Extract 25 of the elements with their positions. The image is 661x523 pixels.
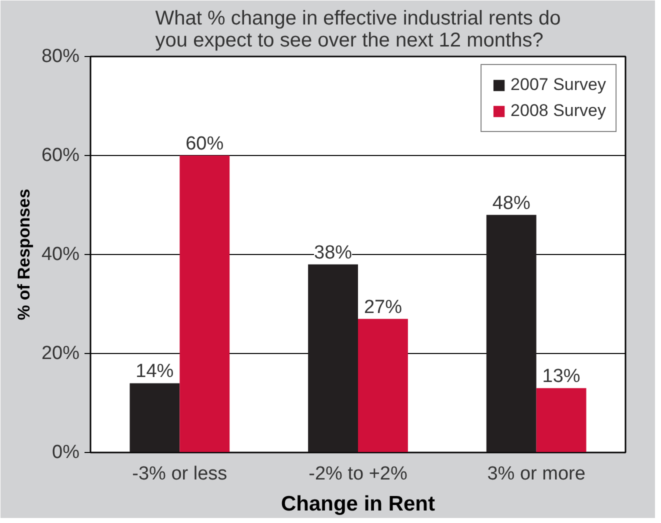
bar <box>308 264 358 452</box>
x-tick-label: -2% to +2% <box>308 464 408 484</box>
y-tick-label: 80% <box>41 46 80 67</box>
bar <box>486 214 536 452</box>
data-label: 14% <box>136 361 174 382</box>
bar <box>180 156 230 452</box>
y-tick-label: 40% <box>41 244 80 265</box>
x-axis-title: Change in Rent <box>281 492 436 516</box>
bar <box>130 383 180 452</box>
bar <box>536 388 586 452</box>
data-label: 27% <box>364 296 402 318</box>
data-label: 60% <box>186 134 224 154</box>
data-label: 48% <box>492 192 530 214</box>
legend-label: 2008 Survey <box>510 101 606 121</box>
y-tick-label: 60% <box>41 145 80 166</box>
y-tick-label: 20% <box>41 343 80 364</box>
data-label: 13% <box>542 366 580 388</box>
x-tick-label: -3% or less <box>132 464 228 484</box>
y-tick-label: 0% <box>52 442 80 463</box>
y-axis-title: % of Responses <box>14 188 34 320</box>
legend-label: 2007 Survey <box>510 75 606 95</box>
data-label: 38% <box>314 242 352 264</box>
bar <box>358 318 408 452</box>
chart-title: What % change in effective industrial rents do you expect to see over the next 12 months? <box>155 8 561 52</box>
x-tick-label: 3% or more <box>487 464 586 484</box>
